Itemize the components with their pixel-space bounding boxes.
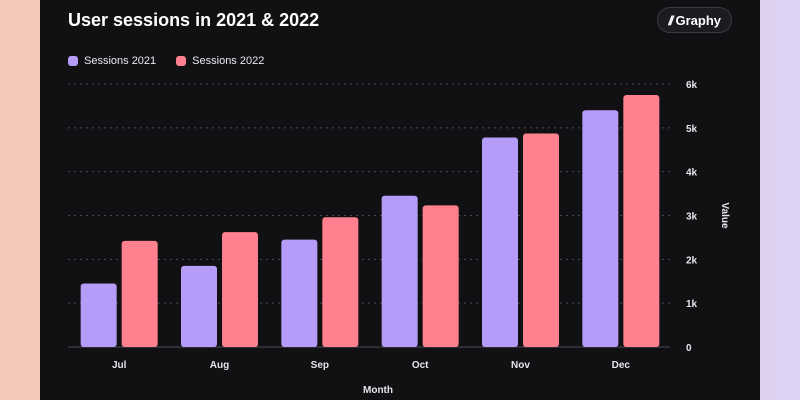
chart-title: User sessions in 2021 & 2022 bbox=[68, 10, 320, 30]
brand-label: Graphy bbox=[675, 12, 721, 28]
y-tick-label: 4k bbox=[686, 168, 698, 179]
bar-s2-nov bbox=[523, 133, 559, 347]
x-tick-label: Oct bbox=[412, 360, 429, 371]
bar-s1-aug bbox=[181, 265, 217, 347]
y-tick-label: 3k bbox=[686, 212, 698, 223]
slash-mark-icon: // bbox=[668, 12, 673, 28]
y-tick-label: 0 bbox=[686, 343, 692, 354]
graphy-brand-button[interactable]: // Graphy bbox=[657, 7, 732, 33]
bar-s2-aug bbox=[222, 232, 258, 347]
bar-s2-jul bbox=[121, 240, 158, 347]
legend-swatch-series-2 bbox=[176, 56, 187, 66]
x-tick-label: Sep bbox=[311, 360, 329, 371]
x-axis-label: Month bbox=[363, 385, 393, 396]
y-tick-label: 1k bbox=[686, 299, 698, 310]
bar-s1-sep bbox=[281, 239, 318, 347]
bar-s1-jul bbox=[80, 283, 117, 347]
bar-s1-nov bbox=[482, 137, 518, 347]
bar-s2-dec bbox=[623, 94, 660, 347]
legend-swatch-series-1 bbox=[68, 56, 78, 66]
y-tick-label: 6k bbox=[686, 80, 698, 91]
x-tick-label: Jul bbox=[112, 360, 127, 371]
y-tick-label: 2k bbox=[686, 255, 698, 266]
legend-item-series-2[interactable]: Sessions 2022 bbox=[176, 55, 264, 67]
x-tick-label: Aug bbox=[210, 360, 229, 371]
y-tick-label: 5k bbox=[686, 124, 698, 135]
legend-label-series-1: Sessions 2021 bbox=[84, 55, 157, 67]
y-axis-label: Value bbox=[719, 202, 730, 229]
bar-s1-dec bbox=[582, 110, 619, 347]
chart-card: User sessions in 2021 & 2022 // Graphy S… bbox=[40, 0, 760, 400]
bar-s1-oct bbox=[381, 195, 418, 347]
chart-legend: Sessions 2021 Sessions 2022 bbox=[68, 55, 264, 67]
x-tick-label: Nov bbox=[511, 360, 530, 371]
bar-s2-sep bbox=[322, 217, 359, 347]
legend-label-series-2: Sessions 2022 bbox=[192, 55, 265, 67]
legend-item-series-1[interactable]: Sessions 2021 bbox=[68, 55, 156, 67]
bar-s2-oct bbox=[422, 205, 459, 347]
bar-chart-plot: 0 1k 2k 3k 4k 5k 6k Value Jul Aug Sep Oct Nov Dec Mont… bbox=[68, 80, 730, 396]
x-tick-label: Dec bbox=[612, 360, 631, 371]
